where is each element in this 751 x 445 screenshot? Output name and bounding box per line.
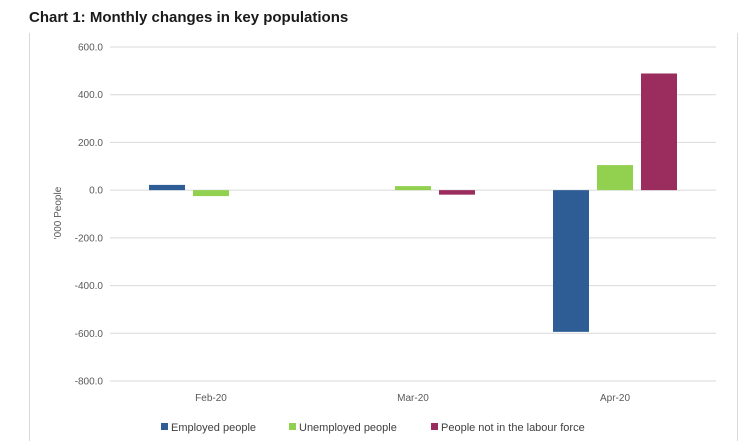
bar-unemployed-people-feb-20 bbox=[193, 190, 229, 197]
bar-unemployed-people-mar-20 bbox=[395, 186, 431, 191]
chart-title: Chart 1: Monthly changes in key populati… bbox=[29, 9, 349, 26]
bar-employed-people-feb-20 bbox=[149, 184, 185, 191]
bar-people-not-in-the-labour-force-apr-20 bbox=[641, 73, 677, 191]
legend-label: Unemployed people bbox=[299, 422, 397, 434]
gridlines bbox=[110, 46, 716, 382]
y-tick-label: -200.0 bbox=[75, 233, 104, 244]
legend-label: Employed people bbox=[171, 422, 256, 434]
legend-label: People not in the labour force bbox=[441, 422, 585, 434]
y-tick-label: -800.0 bbox=[75, 377, 104, 388]
y-tick-label: 400.0 bbox=[78, 90, 103, 101]
y-tick-label: 0.0 bbox=[89, 186, 103, 197]
bar-people-not-in-the-labour-force-mar-20 bbox=[439, 190, 475, 195]
chart-frame bbox=[29, 33, 738, 441]
legend-swatch bbox=[161, 423, 168, 430]
bars bbox=[149, 73, 677, 332]
y-tick-label: -400.0 bbox=[75, 281, 104, 292]
y-tick-label: 600.0 bbox=[78, 43, 103, 54]
legend-swatch bbox=[431, 423, 438, 430]
y-axis-ticks: 600.0 400.0 200.0 0.0 -200.0 -400.0 -600.0 -800… bbox=[75, 43, 104, 388]
bar-employed-people-apr-20 bbox=[553, 190, 589, 332]
x-tick-label: Feb-20 bbox=[195, 393, 227, 404]
x-tick-label: Apr-20 bbox=[600, 393, 630, 404]
y-tick-label: 200.0 bbox=[78, 138, 103, 149]
bar-unemployed-people-apr-20 bbox=[597, 165, 633, 191]
y-axis-label: '000 People bbox=[53, 186, 64, 239]
y-tick-label: -600.0 bbox=[75, 329, 104, 340]
legend-swatch bbox=[289, 423, 296, 430]
x-tick-label: Mar-20 bbox=[397, 393, 429, 404]
x-axis-ticks: Feb-20 Mar-20 Apr-20 bbox=[195, 393, 630, 404]
legend: Employed people Unemployed people People n… bbox=[161, 422, 585, 434]
